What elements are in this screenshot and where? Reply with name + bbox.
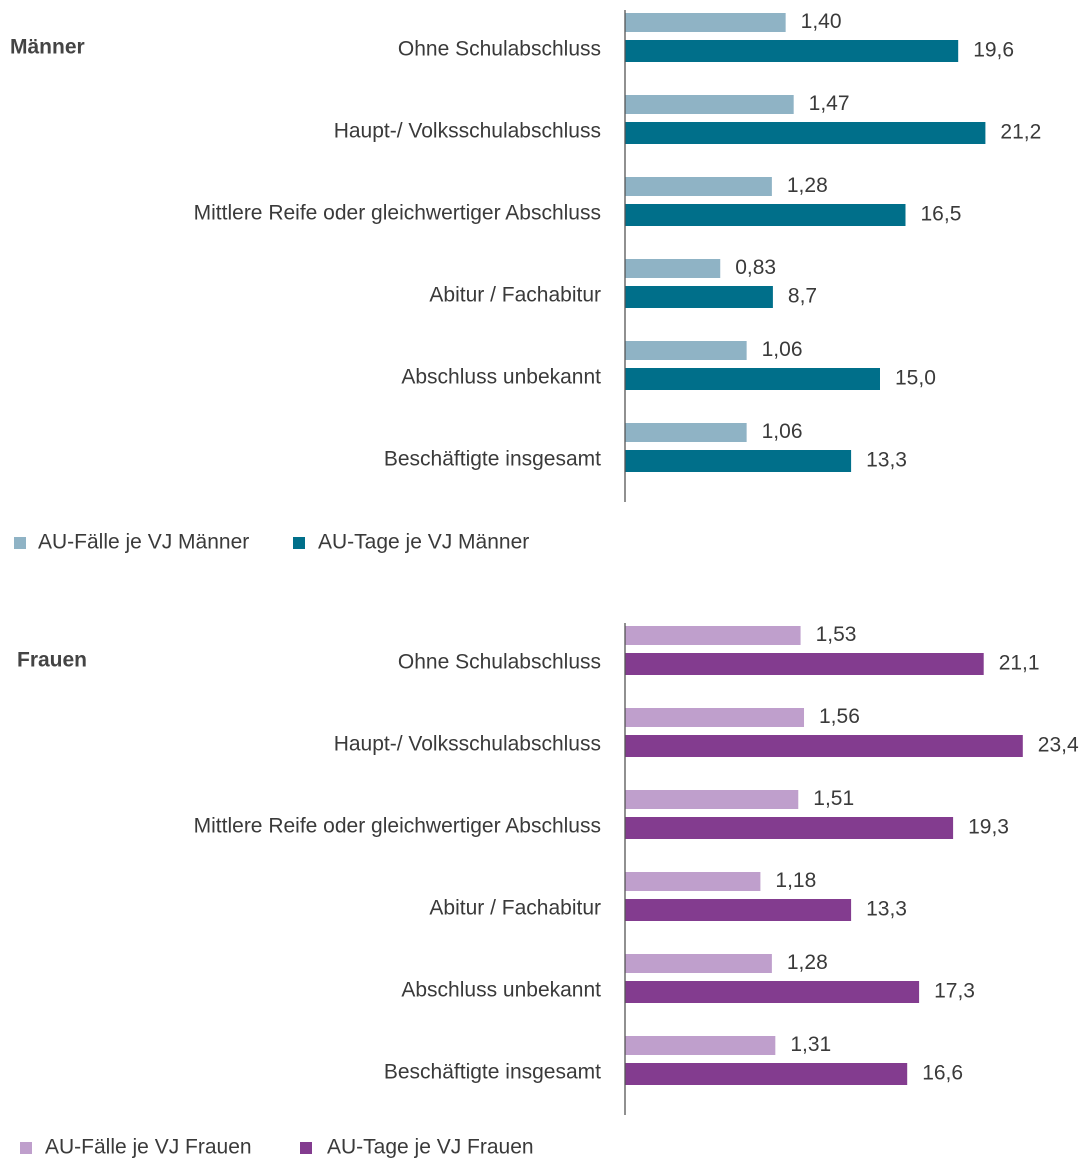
bar xyxy=(625,653,984,675)
category-label: Haupt-/ Volksschulabschluss xyxy=(334,733,601,756)
chart-title: Frauen xyxy=(17,649,87,672)
value-label: 1,28 xyxy=(787,951,828,974)
legend-marker xyxy=(293,537,305,549)
bar xyxy=(625,817,954,839)
value-label: 1,31 xyxy=(790,1033,831,1056)
value-label: 16,6 xyxy=(922,1062,963,1085)
legend-marker xyxy=(300,1142,312,1154)
category-label: Ohne Schulabschluss xyxy=(398,651,601,674)
bar xyxy=(625,423,747,442)
value-label: 13,3 xyxy=(866,898,907,921)
value-label: 1,53 xyxy=(816,623,857,646)
bar xyxy=(625,954,772,973)
bar xyxy=(625,1063,908,1085)
bar xyxy=(625,450,852,472)
bar xyxy=(625,790,799,809)
value-label: 1,51 xyxy=(813,787,854,810)
value-label: 1,47 xyxy=(809,92,850,115)
value-label: 1,56 xyxy=(819,705,860,728)
category-label: Beschäftigte insgesamt xyxy=(384,1061,601,1084)
bar xyxy=(625,872,761,891)
value-label: 1,28 xyxy=(787,174,828,197)
value-label: 21,1 xyxy=(999,652,1040,675)
value-label: 23,4 xyxy=(1038,734,1079,757)
category-label: Ohne Schulabschluss xyxy=(398,38,601,61)
chart-title: Männer xyxy=(10,36,85,59)
value-label: 15,0 xyxy=(895,367,936,390)
bar xyxy=(625,899,852,921)
bar xyxy=(625,735,1023,757)
bar xyxy=(625,122,986,144)
legend-marker xyxy=(14,537,26,549)
bar xyxy=(625,40,959,62)
bar xyxy=(625,1036,776,1055)
legend-label: AU-Tage je VJ Frauen xyxy=(327,1136,534,1159)
legend-label: AU-Fälle je VJ Frauen xyxy=(45,1136,252,1159)
value-label: 0,83 xyxy=(735,256,776,279)
legend-label: AU-Tage je VJ Männer xyxy=(318,531,529,554)
category-label: Mittlere Reife oder gleichwertiger Absch… xyxy=(194,202,601,225)
value-label: 8,7 xyxy=(788,285,817,308)
bar xyxy=(625,341,747,360)
value-label: 19,3 xyxy=(968,816,1009,839)
category-label: Haupt-/ Volksschulabschluss xyxy=(334,120,601,143)
category-label: Abschluss unbekannt xyxy=(401,366,601,389)
value-label: 19,6 xyxy=(973,39,1014,62)
bar xyxy=(625,13,786,32)
legend-label: AU-Fälle je VJ Männer xyxy=(38,531,249,554)
bar xyxy=(625,177,772,196)
legend-marker xyxy=(20,1142,32,1154)
category-label: Abschluss unbekannt xyxy=(401,979,601,1002)
category-label: Mittlere Reife oder gleichwertiger Absch… xyxy=(194,815,601,838)
bar xyxy=(625,204,906,226)
category-label: Abitur / Fachabitur xyxy=(429,897,601,920)
value-label: 16,5 xyxy=(921,203,962,226)
bar xyxy=(625,981,920,1003)
bar xyxy=(625,626,801,645)
value-label: 1,40 xyxy=(801,10,842,33)
value-label: 1,06 xyxy=(762,420,803,443)
bar xyxy=(625,368,880,390)
bar xyxy=(625,708,805,727)
bar xyxy=(625,286,773,308)
value-label: 17,3 xyxy=(934,980,975,1003)
category-label: Abitur / Fachabitur xyxy=(429,284,601,307)
bar xyxy=(625,95,794,114)
value-label: 1,06 xyxy=(762,338,803,361)
value-label: 1,18 xyxy=(775,869,816,892)
value-label: 21,2 xyxy=(1000,121,1041,144)
category-label: Beschäftigte insgesamt xyxy=(384,448,601,471)
value-label: 13,3 xyxy=(866,449,907,472)
bar xyxy=(625,259,721,278)
